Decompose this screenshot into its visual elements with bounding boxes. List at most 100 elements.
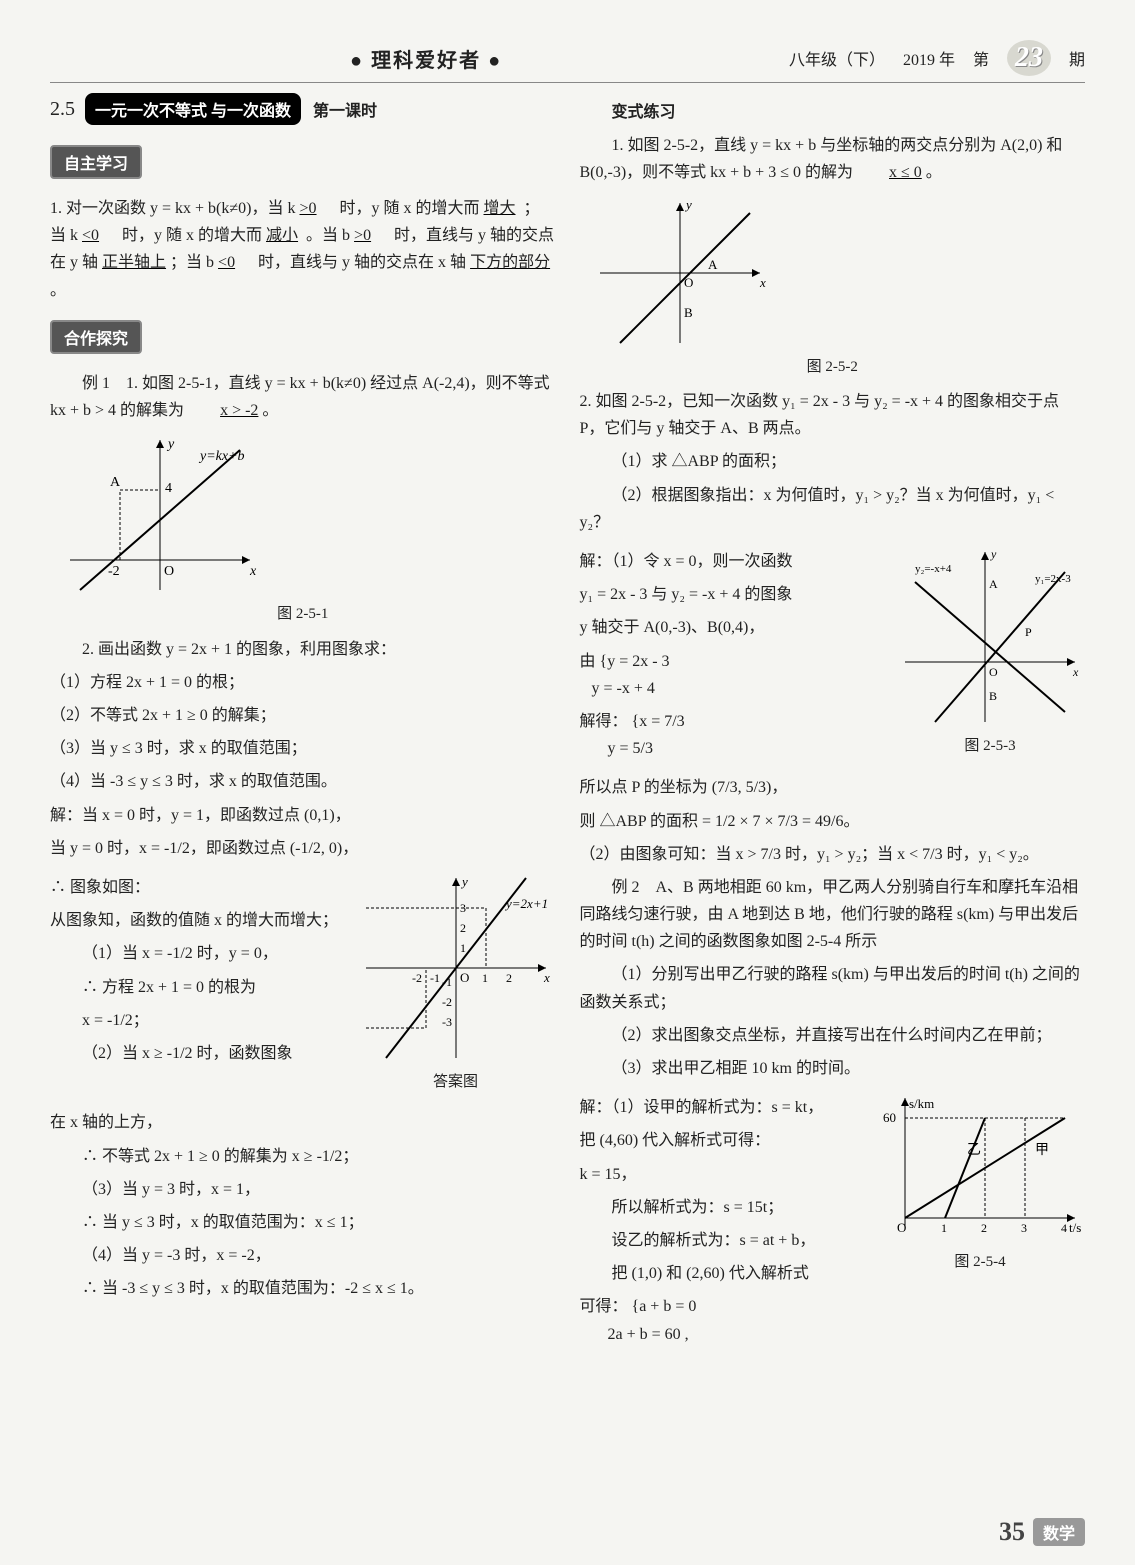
var2-q2: （2）根据图象指出：x 为何值时，y₁ > y₂？当 x 为何值时，y₁ < y… (580, 482, 1086, 536)
fig1-caption: 图 2-5-1 (50, 602, 556, 628)
ex2-q4: （4）当 -3 ≤ y ≤ 3 时，求 x 的取值范围。 (50, 768, 556, 795)
svg-text:O: O (684, 275, 693, 290)
ex2b-q3: （3）求出甲乙相距 10 km 的时间。 (580, 1055, 1086, 1082)
svg-text:4: 4 (165, 481, 172, 496)
sol-10: ∴ 不等式 2x + 1 ≥ 0 的解集为 x ≥ -1/2； (50, 1143, 556, 1170)
svg-text:60: 60 (883, 1110, 896, 1125)
var1-stem: 1. 如图 2-5-2，直线 y = kx + b 与坐标轴的两交点分别为 A(… (580, 132, 1086, 186)
figure-2-5-3: O x y A B P y₂=-x+4 y₁=2x-3 图 2-5-3 (895, 542, 1085, 768)
var2-stem: 2. 如图 2-5-2，已知一次函数 y₁ = 2x - 3 与 y₂ = -x… (580, 388, 1086, 442)
ans-fig-svg: O x y y=2x+1 3 2 1 -1 -2 -3 1 2 -2 -1 (356, 868, 556, 1068)
figure-2-5-4: 60 s/km t/s O 1 2 3 4 甲 乙 图 2-5-4 (875, 1088, 1085, 1354)
svg-text:y: y (460, 874, 468, 889)
svg-text:B: B (684, 305, 693, 320)
svg-text:B: B (989, 689, 997, 703)
ex2b-s5: 设乙的解析式为：s = at + b， (580, 1227, 868, 1254)
ans-fig-label: 答案图 (356, 1070, 556, 1096)
svg-text:y₂=-x+4: y₂=-x+4 (915, 563, 952, 575)
svg-text:x: x (759, 275, 766, 290)
lesson-number: 2.5 (50, 98, 75, 121)
svg-text:O: O (897, 1220, 906, 1235)
section-study: 自主学习 (50, 145, 142, 179)
brand-title: 理科爱好者 (350, 44, 502, 73)
ex2b-s7-sys: 可得： {a + b = 0 2a + b = 60 , (580, 1293, 868, 1347)
v2-sys-a: 由 {y = 2x - 3 y = -x + 4 (580, 648, 888, 702)
example1-2-stem: 2. 画出函数 y = 2x + 1 的图象，利用图象求： (50, 636, 556, 663)
svg-text:y=kx+b: y=kx+b (198, 449, 245, 464)
lesson-period: 第一课时 (313, 97, 377, 121)
v2-s5: 则 △ABP 的面积 = 1/2 × 7 × 7/3 = 49/6。 (580, 808, 1086, 835)
sol-14: ∴ 当 -3 ≤ y ≤ 3 时，x 的取值范围为：-2 ≤ x ≤ 1。 (50, 1275, 556, 1302)
svg-text:x: x (1072, 665, 1079, 679)
sol-13: （4）当 y = -3 时，x = -2， (50, 1242, 556, 1269)
fig4-caption: 图 2-5-4 (875, 1250, 1085, 1276)
ex2b-q2: （2）求出图象交点坐标，并直接写出在什么时间内乙在甲前； (580, 1022, 1086, 1049)
sol-5: （1）当 x = -1/2 时，y = 0， (50, 940, 346, 967)
page-footer: 35 数学 (999, 1517, 1085, 1547)
svg-text:x: x (543, 970, 550, 985)
svg-text:2: 2 (506, 971, 512, 985)
section-coop: 合作探究 (50, 320, 142, 354)
sol-7: x = -1/2； (50, 1007, 346, 1034)
svg-text:x: x (249, 564, 257, 579)
ex2b-s1: 解：（1）设甲的解析式为：s = kt， (580, 1094, 868, 1121)
sol-6: ∴ 方程 2x + 1 = 0 的根为 (50, 974, 346, 1001)
v2-s1: 解：（1）令 x = 0，则一次函数 (580, 548, 888, 575)
sol-11: （3）当 y = 3 时，x = 1， (50, 1176, 556, 1203)
answer-figure: O x y y=2x+1 3 2 1 -1 -2 -3 1 2 -2 -1 答案… (356, 868, 556, 1104)
svg-text:t/s: t/s (1069, 1220, 1081, 1235)
sol-1: 解：当 x = 0 时，y = 1，即函数过点 (0,1)， (50, 802, 556, 829)
svg-text:1: 1 (941, 1221, 947, 1235)
issue-badge: 23 (1007, 40, 1051, 76)
ex2-q1: （1）方程 2x + 1 = 0 的根； (50, 669, 556, 696)
v2-s1c: y 轴交于 A(0,-3)、B(0,4)， (580, 614, 888, 641)
page-header: 理科爱好者 八年级（下） 2019 年 第 23 期 (50, 40, 1085, 83)
svg-text:2: 2 (460, 921, 466, 935)
fig2-caption: 图 2-5-2 (580, 355, 1086, 381)
svg-text:1: 1 (460, 941, 466, 955)
lesson-banner: 2.5 一元一次不等式 与一次函数 第一课时 (50, 93, 556, 125)
svg-text:-2: -2 (108, 564, 120, 579)
svg-text:A: A (708, 257, 718, 272)
svg-text:O: O (989, 665, 998, 679)
ex2b-s3: k = 15， (580, 1161, 868, 1188)
svg-text:-1: -1 (442, 975, 452, 989)
sol-9: 在 x 轴的上方， (50, 1109, 556, 1136)
section-variant: 变式练习 (580, 99, 1086, 126)
fig2-svg: O x y A B (580, 193, 780, 353)
ex2-q2: （2）不等式 2x + 1 ≥ 0 的解集； (50, 702, 556, 729)
svg-text:-2: -2 (412, 971, 422, 985)
var2-q1: （1）求 △ABP 的面积； (580, 448, 1086, 475)
v2-sys-b: 解得： {x = 7/3 y = 5/3 (580, 708, 888, 762)
fig1-svg: A 4 -2 O x y y=kx+b (50, 430, 270, 600)
figure-2-5-1: A 4 -2 O x y y=kx+b (50, 430, 556, 600)
ex2b-s2: 把 (4,60) 代入解析式可得： (580, 1127, 868, 1154)
ex2b-s6: 把 (1,0) 和 (2,60) 代入解析式 (580, 1260, 868, 1287)
sol-8: （2）当 x ≥ -1/2 时，函数图象 (50, 1040, 346, 1067)
svg-text:O: O (164, 564, 174, 579)
svg-text:1: 1 (482, 971, 488, 985)
v2-s1b: y₁ = 2x - 3 与 y₂ = -x + 4 的图象 (580, 581, 888, 608)
left-column: 2.5 一元一次不等式 与一次函数 第一课时 自主学习 1. 对一次函数 y =… (50, 93, 556, 1354)
sol-3: ∴ 图象如图： (50, 874, 346, 901)
svg-text:A: A (989, 577, 998, 591)
issue-number: 23 (1015, 42, 1043, 74)
svg-text:4: 4 (1061, 1221, 1067, 1235)
page-number: 35 (999, 1517, 1025, 1547)
year-label: 2019 年 (903, 46, 955, 70)
svg-text:O: O (460, 970, 469, 985)
fig4-svg: 60 s/km t/s O 1 2 3 4 甲 乙 (875, 1088, 1085, 1248)
issue-prefix: 第 (973, 46, 989, 70)
svg-text:y: y (990, 547, 997, 561)
ex2b-s4: 所以解析式为：s = 15t； (580, 1194, 868, 1221)
svg-text:A: A (110, 475, 121, 490)
sol-4: 从图象知，函数的值随 x 的增大而增大； (50, 907, 346, 934)
sol-2: 当 y = 0 时，x = -1/2，即函数过点 (-1/2, 0)， (50, 835, 556, 862)
subject-tag: 数学 (1033, 1518, 1085, 1546)
fig3-caption: 图 2-5-3 (895, 734, 1085, 760)
lesson-name: 一元一次不等式 与一次函数 (85, 93, 301, 125)
issue-suffix: 期 (1069, 46, 1085, 70)
svg-text:s/km: s/km (909, 1096, 934, 1111)
svg-text:-3: -3 (442, 1015, 452, 1029)
example1-stem: 例 1 1. 如图 2-5-1，直线 y = kx + b(k≠0) 经过点 A… (50, 370, 556, 424)
